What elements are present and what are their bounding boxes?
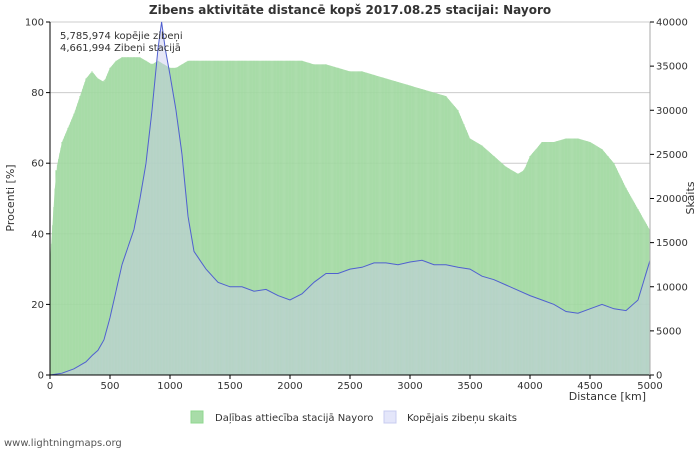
count-area [49,21,651,376]
x-axis-title: Distance [km] [569,390,646,403]
y-right-tick-label: 30000 [656,106,688,117]
y-left-tick-label: 20 [31,300,44,311]
chart-title: Zibens aktivitāte distancē kopš 2017.08.… [149,3,551,17]
x-tick-label: 3000 [397,381,422,392]
annotation-station-strikes: 4,661,994 Zibeņi stacijā [60,43,181,54]
y-left-tick-label: 80 [31,88,44,99]
count-line [49,21,651,376]
y-left-tick-label: 0 [38,371,44,382]
y-right-tick-label: 10000 [656,282,688,293]
legend-swatch-count [383,410,397,424]
y-left-axis-title: Procenti [%] [4,164,17,231]
x-tick-label: 5000 [637,381,662,392]
legend-swatch-ratio [190,410,204,424]
annotation-total-strikes: 5,785,974 kopējie zibeņi [60,31,183,42]
y-right-tick-label: 15000 [656,238,688,249]
y-left-tick-label: 100 [25,18,44,29]
y-right-tick-label: 5000 [656,326,681,337]
legend-label-count: Kopējais zibeņu skaits [407,413,517,424]
x-tick-label: 4000 [517,381,542,392]
y-right-tick-label: 20000 [656,194,688,205]
legend: Daļības attiecība stacijā Nayoro Kopējai… [190,410,517,424]
x-tick-label: 2000 [277,381,302,392]
y-right-tick-label: 40000 [656,18,688,29]
x-tick-label: 3500 [457,381,482,392]
y-left-tick-label: 60 [31,159,44,170]
ratio-bars [49,57,651,376]
x-tick-label: 2500 [337,381,362,392]
x-tick-label: 0 [47,381,53,392]
y-right-tick-label: 0 [656,371,662,382]
y-right-tick-label: 25000 [656,150,688,161]
site-credit: www.lightningmaps.org [4,438,122,449]
x-tick-label: 4500 [577,381,602,392]
count-area-fill [50,22,650,375]
ticks: 0 500 1000 1500 2000 2500 3000 3500 4000 4500 5000… [25,18,688,393]
x-tick-label: 500 [100,381,119,392]
y-right-tick-label: 35000 [656,62,688,73]
y-left-tick-label: 40 [31,229,44,240]
x-tick-label: 1000 [157,381,182,392]
y-right-axis-title: Skaits [684,181,697,214]
legend-label-ratio: Daļības attiecība stacijā Nayoro [215,413,373,424]
x-tick-label: 1500 [217,381,242,392]
